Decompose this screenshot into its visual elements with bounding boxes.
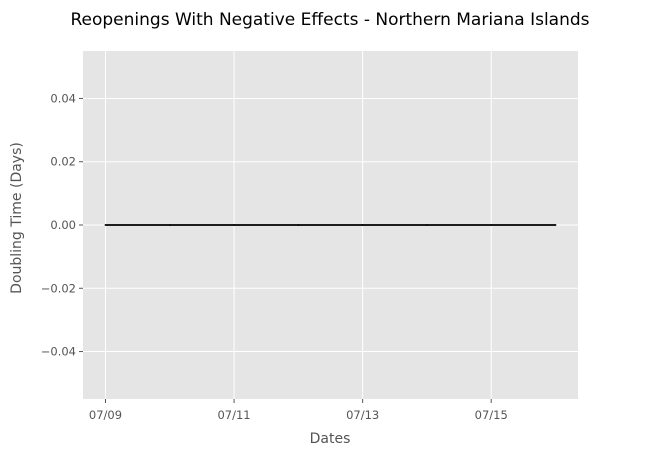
series-layer bbox=[104, 224, 557, 226]
tick-layer: 0.04 0.02 0.00 −0.02 −0.04 07/09 07/11 07/13 07/… bbox=[41, 91, 508, 422]
y-axis-label: Doubling Time (Days) bbox=[9, 142, 25, 294]
x-tick-label: 07/09 bbox=[89, 408, 122, 422]
chart-title: Reopenings With Negative Effects - North… bbox=[70, 10, 589, 30]
x-tick-label: 07/15 bbox=[475, 408, 508, 422]
data-point bbox=[297, 224, 300, 226]
data-point bbox=[104, 224, 107, 226]
y-tick-label: 0.02 bbox=[50, 155, 76, 169]
data-point bbox=[233, 224, 235, 226]
y-tick-label: 0.04 bbox=[50, 91, 76, 105]
x-tick-label: 07/13 bbox=[346, 408, 379, 422]
data-point bbox=[168, 224, 171, 226]
data-point bbox=[426, 224, 428, 226]
y-tick-label: −0.04 bbox=[41, 345, 76, 359]
data-point bbox=[361, 224, 364, 226]
x-axis-label: Dates bbox=[310, 431, 351, 447]
x-tick-label: 07/11 bbox=[217, 408, 250, 422]
data-point bbox=[554, 224, 557, 226]
y-tick-label: −0.02 bbox=[41, 281, 76, 295]
y-tick-label: 0.00 bbox=[50, 218, 76, 232]
data-point bbox=[490, 224, 493, 226]
